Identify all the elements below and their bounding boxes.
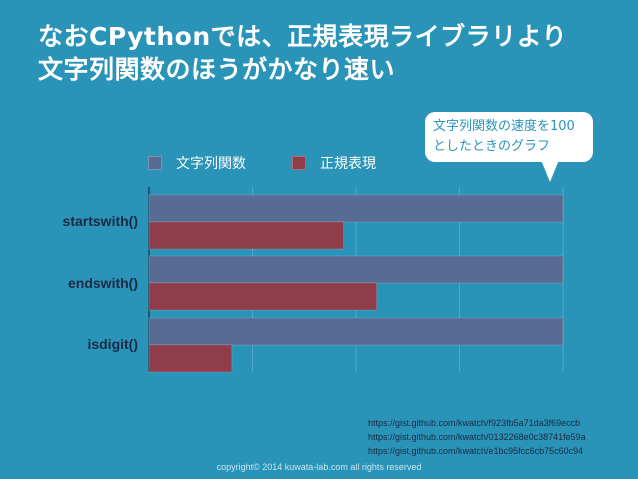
bar-endswith-series-0	[148, 255, 564, 284]
bar-endswith-series-1	[148, 282, 378, 311]
bar-isdigit-series-0	[148, 317, 564, 346]
source-link-3[interactable]: https://gist.github.com/kwatch/e1bc95fcc…	[368, 446, 584, 456]
title-line-2: 文字列関数のほうがかなり速い	[38, 55, 396, 84]
source-link-2[interactable]: https://gist.github.com/kwatch/0132268e0…	[368, 432, 586, 442]
callout-bubble: 文字列関数の速度を100 としたときのグラフ	[425, 112, 593, 162]
source-links: https://gist.github.com/kwatch/f923fb5a7…	[368, 416, 586, 458]
legend-swatch-regex	[292, 156, 306, 170]
legend-item-string-functions: 文字列関数	[148, 153, 246, 173]
legend-label-string-functions: 文字列関数	[176, 156, 246, 172]
source-link-1[interactable]: https://gist.github.com/kwatch/f923fb5a7…	[368, 418, 581, 428]
callout-line-1: 文字列関数の速度を100	[433, 119, 575, 134]
category-label-endswith: endswith()	[68, 275, 138, 291]
title-line-1: なおCPythonでは、正規表現ライブラリより	[38, 22, 568, 51]
legend-label-regex: 正規表現	[320, 156, 376, 172]
bar-startswith-series-0	[148, 194, 564, 223]
slide-title: なおCPythonでは、正規表現ライブラリより 文字列関数のほうがかなり速い	[38, 20, 567, 86]
category-label-startswith: startswith()	[62, 213, 138, 229]
callout-line-2: としたときのグラフ	[433, 139, 551, 154]
category-label-isdigit: isdigit()	[87, 336, 138, 352]
legend-swatch-string-functions	[148, 156, 162, 170]
copyright-footer: copyright© 2014 kuwata-lab.com all right…	[216, 462, 422, 472]
bar-startswith-series-1	[148, 221, 345, 250]
bar-isdigit-series-1	[148, 344, 233, 373]
legend-item-regex: 正規表現	[292, 153, 376, 173]
callout-tail	[541, 160, 559, 182]
